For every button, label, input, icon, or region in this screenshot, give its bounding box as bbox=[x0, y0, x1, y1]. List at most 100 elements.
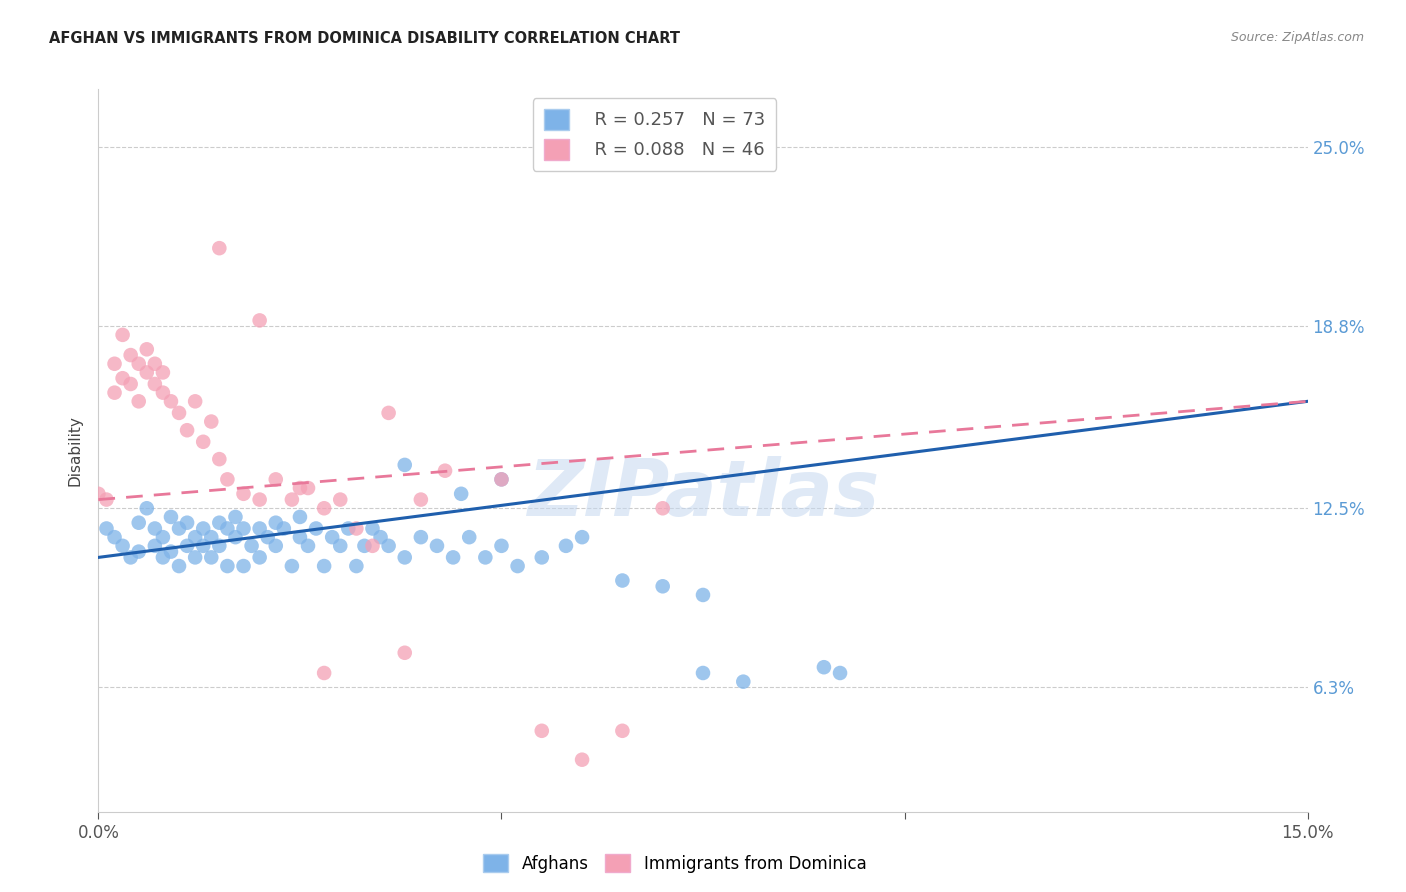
Point bbox=[377, 539, 399, 553]
Point bbox=[184, 530, 207, 544]
Point bbox=[135, 501, 157, 516]
Point bbox=[193, 434, 215, 449]
Point bbox=[176, 539, 198, 553]
Point bbox=[208, 539, 231, 553]
Point bbox=[530, 723, 553, 738]
Point bbox=[281, 492, 304, 507]
Point bbox=[344, 559, 367, 574]
Point bbox=[160, 394, 183, 409]
Point bbox=[314, 665, 336, 680]
Point bbox=[87, 487, 110, 501]
Point bbox=[394, 550, 416, 565]
Point bbox=[394, 646, 416, 660]
Point bbox=[120, 550, 142, 565]
Point bbox=[193, 521, 215, 535]
Point bbox=[361, 539, 384, 553]
Point bbox=[249, 550, 271, 565]
Point bbox=[184, 394, 207, 409]
Point bbox=[143, 521, 166, 535]
Point bbox=[103, 357, 125, 371]
Point bbox=[232, 559, 254, 574]
Point bbox=[152, 366, 174, 380]
Point bbox=[434, 464, 457, 478]
Text: Source: ZipAtlas.com: Source: ZipAtlas.com bbox=[1230, 31, 1364, 45]
Point bbox=[135, 343, 157, 357]
Point bbox=[217, 521, 239, 535]
Point bbox=[264, 539, 287, 553]
Point bbox=[361, 521, 384, 535]
Point bbox=[377, 406, 399, 420]
Point bbox=[409, 492, 432, 507]
Point bbox=[103, 385, 125, 400]
Point bbox=[491, 539, 513, 553]
Point bbox=[224, 510, 246, 524]
Point bbox=[128, 357, 150, 371]
Point bbox=[692, 665, 714, 680]
Point bbox=[828, 665, 851, 680]
Point bbox=[329, 492, 352, 507]
Point bbox=[555, 539, 578, 553]
Legend: Afghans, Immigrants from Dominica: Afghans, Immigrants from Dominica bbox=[477, 847, 873, 880]
Point bbox=[240, 539, 263, 553]
Point bbox=[353, 539, 375, 553]
Point bbox=[329, 539, 352, 553]
Point bbox=[530, 550, 553, 565]
Point bbox=[651, 579, 673, 593]
Point bbox=[152, 530, 174, 544]
Point bbox=[571, 530, 593, 544]
Point bbox=[224, 530, 246, 544]
Point bbox=[441, 550, 464, 565]
Point bbox=[305, 521, 328, 535]
Legend:   R = 0.257   N = 73,   R = 0.088   N = 46: R = 0.257 N = 73, R = 0.088 N = 46 bbox=[533, 98, 776, 170]
Point bbox=[733, 674, 755, 689]
Point bbox=[571, 753, 593, 767]
Point bbox=[394, 458, 416, 472]
Point bbox=[450, 487, 472, 501]
Point bbox=[200, 550, 222, 565]
Point bbox=[281, 559, 304, 574]
Point bbox=[96, 492, 118, 507]
Point bbox=[813, 660, 835, 674]
Point bbox=[297, 481, 319, 495]
Point bbox=[128, 544, 150, 558]
Point bbox=[264, 472, 287, 486]
Point bbox=[184, 550, 207, 565]
Point bbox=[273, 521, 295, 535]
Point bbox=[120, 348, 142, 362]
Point bbox=[135, 366, 157, 380]
Point bbox=[208, 241, 231, 255]
Point bbox=[217, 472, 239, 486]
Point bbox=[232, 487, 254, 501]
Point bbox=[288, 510, 311, 524]
Point bbox=[249, 521, 271, 535]
Point bbox=[128, 394, 150, 409]
Point bbox=[193, 539, 215, 553]
Point bbox=[208, 516, 231, 530]
Text: ZIPatlas: ZIPatlas bbox=[527, 456, 879, 532]
Point bbox=[128, 516, 150, 530]
Point bbox=[200, 415, 222, 429]
Point bbox=[264, 516, 287, 530]
Point bbox=[152, 385, 174, 400]
Point bbox=[160, 510, 183, 524]
Point bbox=[111, 539, 134, 553]
Point bbox=[143, 357, 166, 371]
Point bbox=[120, 376, 142, 391]
Point bbox=[176, 516, 198, 530]
Y-axis label: Disability: Disability bbox=[67, 415, 83, 486]
Point bbox=[506, 559, 529, 574]
Point bbox=[692, 588, 714, 602]
Point bbox=[458, 530, 481, 544]
Point bbox=[409, 530, 432, 544]
Point bbox=[167, 559, 190, 574]
Point bbox=[288, 481, 311, 495]
Point bbox=[249, 313, 271, 327]
Point bbox=[111, 327, 134, 342]
Point bbox=[111, 371, 134, 385]
Point bbox=[103, 530, 125, 544]
Point bbox=[167, 521, 190, 535]
Point bbox=[256, 530, 278, 544]
Point bbox=[426, 539, 449, 553]
Point bbox=[160, 544, 183, 558]
Point bbox=[200, 530, 222, 544]
